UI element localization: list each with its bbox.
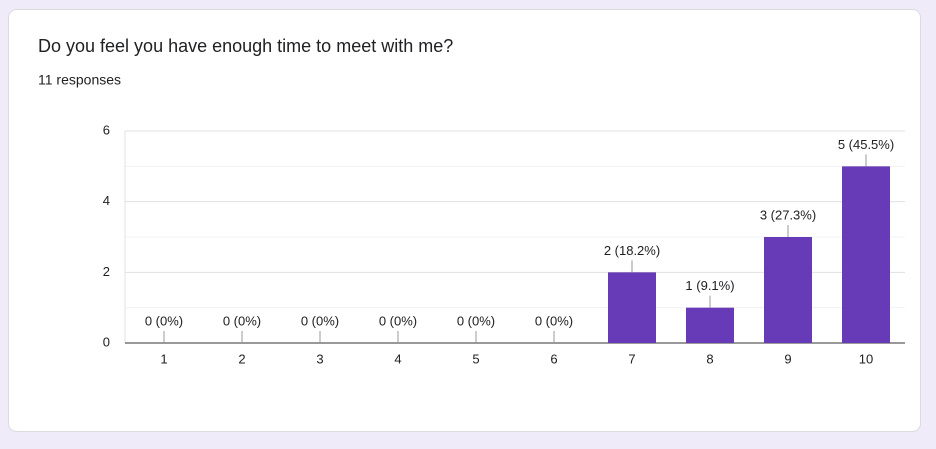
- x-tick-label: 3: [316, 351, 323, 366]
- chart-subtitle: 11 responses: [38, 72, 121, 88]
- x-tick-label: 7: [628, 351, 635, 366]
- bar: [764, 237, 812, 343]
- data-label: 1 (9.1%): [685, 278, 734, 293]
- bar: [608, 272, 656, 343]
- data-label: 0 (0%): [457, 313, 495, 328]
- x-tick-label: 2: [238, 351, 245, 366]
- chart-title: Do you feel you have enough time to meet…: [38, 36, 453, 56]
- bar: [686, 307, 734, 343]
- y-tick-label: 2: [103, 264, 110, 279]
- y-tick-label: 6: [103, 122, 110, 137]
- data-label: 0 (0%): [145, 313, 183, 328]
- data-label: 3 (27.3%): [760, 207, 816, 222]
- x-tick-label: 4: [394, 351, 401, 366]
- data-label: 0 (0%): [301, 313, 339, 328]
- bar: [842, 166, 890, 343]
- x-tick-label: 9: [784, 351, 791, 366]
- data-label: 0 (0%): [535, 313, 573, 328]
- x-tick-label: 6: [550, 351, 557, 366]
- x-tick-label: 5: [472, 351, 479, 366]
- x-tick-label: 10: [859, 351, 873, 366]
- y-tick-label: 4: [103, 193, 110, 208]
- data-label: 5 (45.5%): [838, 137, 894, 152]
- data-label: 2 (18.2%): [604, 243, 660, 258]
- x-tick-label: 1: [160, 351, 167, 366]
- y-tick-label: 0: [103, 334, 110, 349]
- x-tick-label: 8: [706, 351, 713, 366]
- data-label: 0 (0%): [223, 313, 261, 328]
- data-label: 0 (0%): [379, 313, 417, 328]
